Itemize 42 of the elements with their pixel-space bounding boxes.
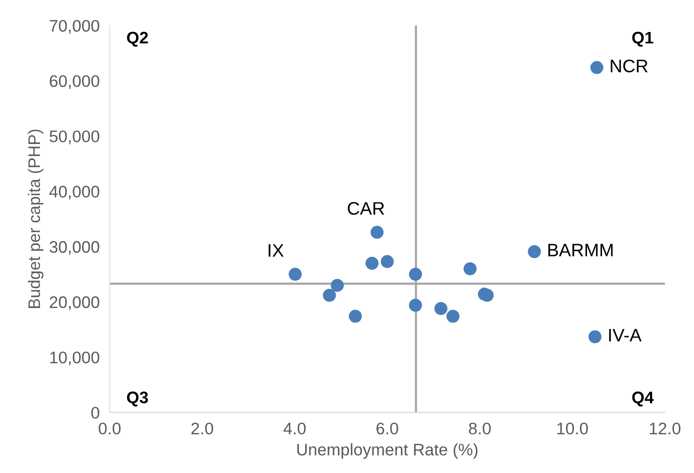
point: [370, 226, 384, 239]
x-tick-label: 4.0: [284, 422, 306, 434]
annotation: Q2: [126, 32, 148, 47]
point: [590, 61, 604, 74]
point: [408, 268, 422, 281]
point: [480, 288, 494, 302]
point: [434, 302, 448, 316]
point: [365, 256, 378, 270]
point: [588, 330, 602, 344]
point: [408, 298, 422, 312]
annotation: IX: [268, 244, 284, 257]
y-tick-label: 60,000: [50, 75, 100, 89]
point: [330, 278, 344, 292]
annotation: Q4: [632, 392, 654, 406]
point: [446, 310, 460, 323]
point: [348, 310, 362, 323]
point: [380, 255, 394, 268]
annotation: Q3: [126, 392, 148, 406]
y-axis-title: Budget per capita (PHP): [28, 130, 44, 308]
x-tick-label: 12.0: [650, 422, 680, 434]
x-axis-title: Unemployment Rate (%): [297, 443, 478, 459]
x-tick-label: 10.0: [557, 422, 588, 434]
annotation: CAR: [348, 202, 384, 215]
annotation: BARMM: [548, 244, 613, 256]
y-tick-label: 40,000: [49, 186, 100, 200]
y-tick-label: 30,000: [50, 241, 100, 255]
annotation: Q1: [632, 32, 654, 47]
x-tick-label: 0.0: [98, 422, 121, 434]
y-tick-label: 20,000: [50, 296, 100, 310]
point: [464, 262, 477, 276]
point: [322, 288, 336, 302]
y-tick-label: 50,000: [50, 130, 100, 144]
y-tick-label: 70,000: [50, 20, 100, 34]
y-tick-label: 10,000: [50, 352, 100, 366]
y-tick-label: 0: [91, 406, 100, 419]
x-tick-label: 2.0: [191, 422, 214, 434]
point: [528, 245, 541, 258]
point: [288, 268, 302, 281]
x-tick-label: 8.0: [468, 422, 491, 434]
x-tick-label: 6.0: [376, 422, 398, 434]
annotation: NCR: [610, 60, 648, 72]
annotation: IV-A: [609, 328, 642, 342]
